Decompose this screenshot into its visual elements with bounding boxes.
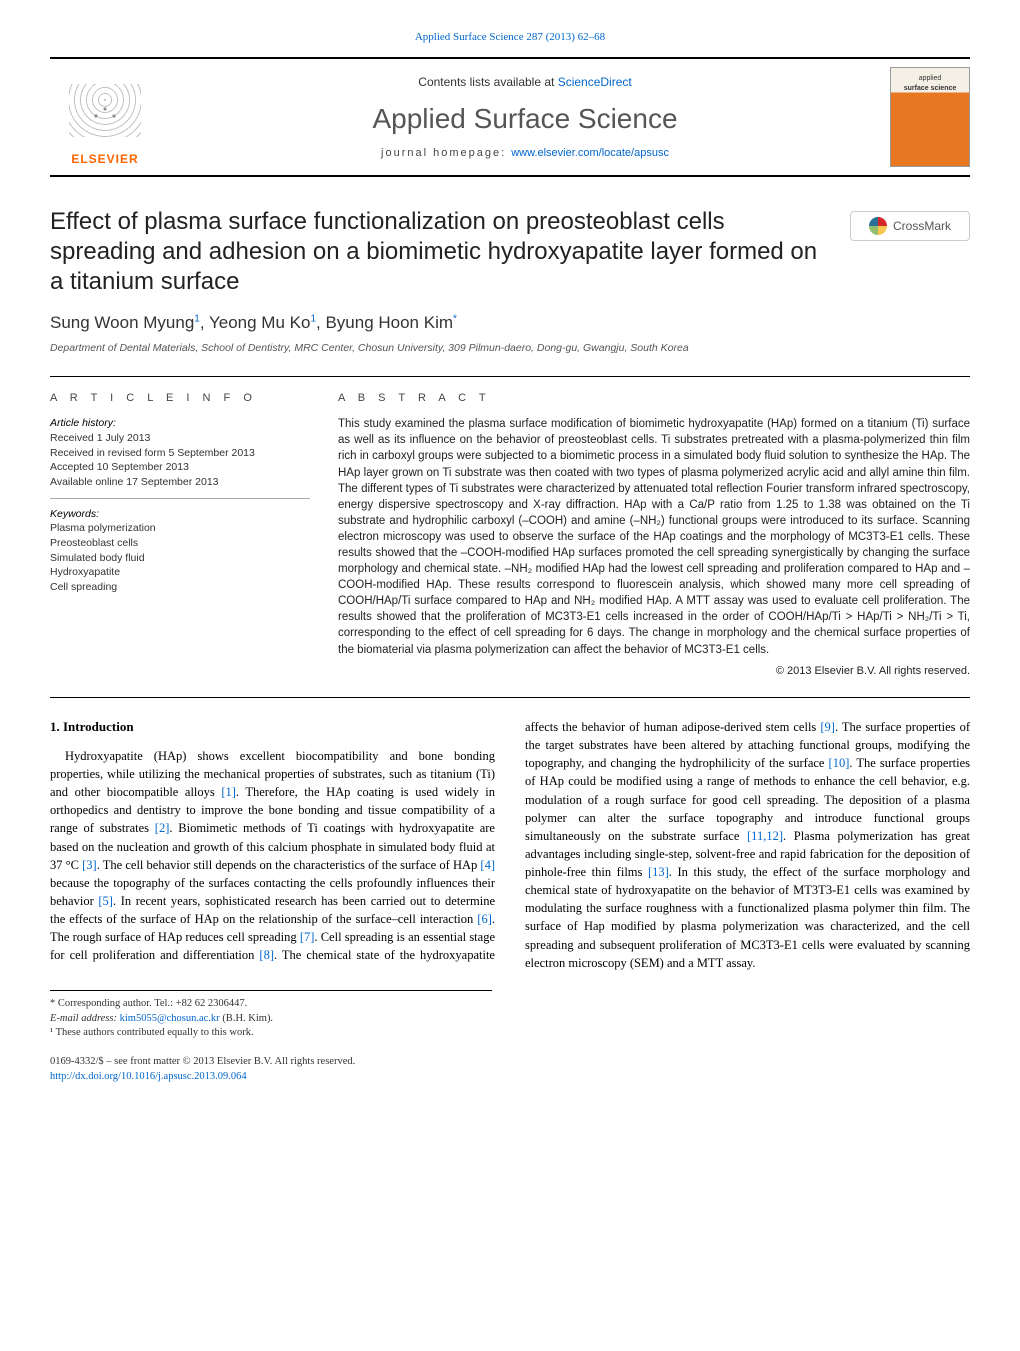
ref-link[interactable]: [2] bbox=[155, 821, 170, 835]
keyword: Simulated body fluid bbox=[50, 551, 310, 566]
email-link[interactable]: kim5055@chosun.ac.kr bbox=[120, 1013, 220, 1024]
publisher-name: ELSEVIER bbox=[71, 151, 138, 168]
email-label: E-mail address: bbox=[50, 1013, 120, 1024]
history-line: Received 1 July 2013 bbox=[50, 431, 310, 446]
article-info-column: A R T I C L E I N F O Article history: R… bbox=[50, 391, 310, 679]
ref-link[interactable]: [1] bbox=[221, 785, 236, 799]
keyword: Plasma polymerization bbox=[50, 521, 310, 536]
ref-link[interactable]: [7] bbox=[300, 930, 315, 944]
ref-link[interactable]: [11,12] bbox=[747, 829, 783, 843]
ref-link[interactable]: [6] bbox=[477, 912, 492, 926]
sciencedirect-link[interactable]: ScienceDirect bbox=[558, 75, 632, 89]
ref-link[interactable]: [3] bbox=[82, 858, 97, 872]
corresponding-author: * Corresponding author. Tel.: +82 62 230… bbox=[50, 997, 492, 1012]
ref-link[interactable]: [13] bbox=[648, 865, 669, 879]
citation-link[interactable]: Applied Surface Science 287 (2013) 62–68 bbox=[415, 31, 605, 43]
abstract-copyright: © 2013 Elsevier B.V. All rights reserved… bbox=[338, 664, 970, 679]
citation-line: Applied Surface Science 287 (2013) 62–68 bbox=[50, 30, 970, 45]
email-suffix: (B.H. Kim). bbox=[220, 1013, 273, 1024]
abstract-text: This study examined the plasma surface m… bbox=[338, 416, 970, 657]
contents-line: Contents lists available at ScienceDirec… bbox=[180, 74, 870, 91]
keywords-label: Keywords: bbox=[50, 507, 310, 522]
abstract-heading: A B S T R A C T bbox=[338, 391, 970, 406]
history-line: Available online 17 September 2013 bbox=[50, 475, 310, 490]
header-center: Contents lists available at ScienceDirec… bbox=[180, 74, 870, 161]
front-matter-line: 0169-4332/$ – see front matter © 2013 El… bbox=[50, 1055, 970, 1070]
homepage-link[interactable]: www.elsevier.com/locate/apsusc bbox=[511, 147, 669, 159]
history-line: Accepted 10 September 2013 bbox=[50, 460, 310, 475]
contents-prefix: Contents lists available at bbox=[418, 75, 557, 89]
keyword: Hydroxyapatite bbox=[50, 565, 310, 580]
keyword: Preosteoblast cells bbox=[50, 536, 310, 551]
equal-contrib: ¹ These authors contributed equally to t… bbox=[50, 1026, 492, 1041]
abstract-column: A B S T R A C T This study examined the … bbox=[338, 391, 970, 679]
intro-paragraph: Hydroxyapatite (HAp) shows excellent bio… bbox=[50, 718, 970, 972]
ref-link[interactable]: [4] bbox=[480, 858, 495, 872]
body-columns: 1. Introduction Hydroxyapatite (HAp) sho… bbox=[50, 718, 970, 972]
ref-link[interactable]: [8] bbox=[259, 948, 274, 962]
homepage-line: journal homepage: www.elsevier.com/locat… bbox=[180, 146, 870, 161]
journal-cover-thumb: applied surface science bbox=[890, 67, 970, 167]
cover-line2: surface science bbox=[904, 84, 957, 94]
keywords-block: Keywords: Plasma polymerization Preosteo… bbox=[50, 507, 310, 603]
homepage-prefix: journal homepage: bbox=[381, 147, 511, 159]
ref-link[interactable]: [5] bbox=[98, 894, 113, 908]
history-label: Article history: bbox=[50, 416, 310, 431]
footnotes: * Corresponding author. Tel.: +82 62 230… bbox=[50, 990, 492, 1041]
article-title: Effect of plasma surface functionalizati… bbox=[50, 207, 830, 297]
doi-link[interactable]: http://dx.doi.org/10.1016/j.apsusc.2013.… bbox=[50, 1071, 247, 1082]
journal-name: Applied Surface Science bbox=[180, 99, 870, 138]
elsevier-tree-icon bbox=[60, 81, 150, 151]
journal-header: ELSEVIER Contents lists available at Sci… bbox=[50, 57, 970, 177]
ref-link[interactable]: [10] bbox=[829, 756, 850, 770]
cover-line1: applied bbox=[919, 74, 942, 84]
article-info-heading: A R T I C L E I N F O bbox=[50, 391, 310, 406]
publisher-logo: ELSEVIER bbox=[50, 67, 160, 167]
history-line: Received in revised form 5 September 201… bbox=[50, 446, 310, 461]
crossmark-label: CrossMark bbox=[893, 218, 951, 235]
affiliation: Department of Dental Materials, School o… bbox=[50, 341, 970, 356]
ref-link[interactable]: [9] bbox=[820, 720, 835, 734]
bottom-meta: 0169-4332/$ – see front matter © 2013 El… bbox=[50, 1055, 970, 1084]
authors-line: Sung Woon Myung1, Yeong Mu Ko1, Byung Ho… bbox=[50, 311, 970, 335]
section-heading: 1. Introduction bbox=[50, 718, 495, 737]
crossmark-icon bbox=[869, 217, 887, 235]
email-line: E-mail address: kim5055@chosun.ac.kr (B.… bbox=[50, 1012, 492, 1027]
article-history-block: Article history: Received 1 July 2013 Re… bbox=[50, 416, 310, 498]
keyword: Cell spreading bbox=[50, 580, 310, 595]
crossmark-badge[interactable]: CrossMark bbox=[850, 211, 970, 241]
section-divider bbox=[50, 697, 970, 698]
